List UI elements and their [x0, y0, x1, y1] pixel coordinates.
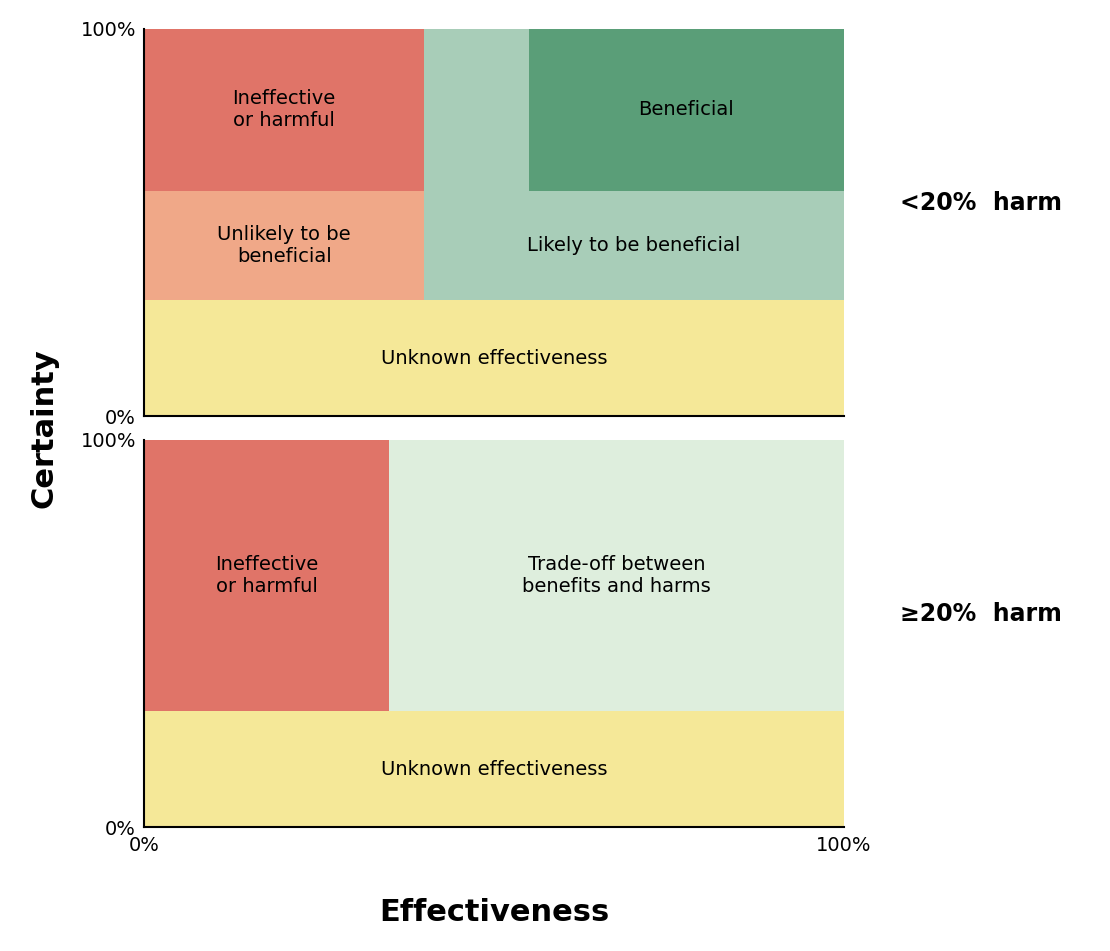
Text: Beneficial: Beneficial	[638, 101, 734, 120]
Bar	[144, 439, 388, 711]
Bar	[144, 29, 424, 191]
Text: Trade-off between
benefits and harms: Trade-off between benefits and harms	[522, 554, 710, 596]
Text: Unlikely to be
beneficial: Unlikely to be beneficial	[218, 225, 351, 266]
Bar	[388, 439, 844, 711]
Text: Likely to be beneficial: Likely to be beneficial	[527, 236, 740, 255]
Text: Unknown effectiveness: Unknown effectiveness	[381, 760, 607, 779]
Text: Effectiveness: Effectiveness	[379, 899, 609, 927]
Bar	[144, 300, 844, 417]
Text: Ineffective
or harmful: Ineffective or harmful	[232, 89, 336, 130]
Text: ≥20%  harm: ≥20% harm	[899, 602, 1061, 626]
Text: Unknown effectiveness: Unknown effectiveness	[381, 349, 607, 368]
Text: <20%  harm: <20% harm	[899, 191, 1061, 215]
Bar	[424, 29, 528, 191]
Text: Ineffective
or harmful: Ineffective or harmful	[215, 554, 319, 596]
Text: Certainty: Certainty	[30, 348, 59, 508]
Bar	[424, 191, 844, 300]
Bar	[144, 191, 424, 300]
Bar	[144, 711, 844, 827]
Bar	[528, 29, 844, 191]
